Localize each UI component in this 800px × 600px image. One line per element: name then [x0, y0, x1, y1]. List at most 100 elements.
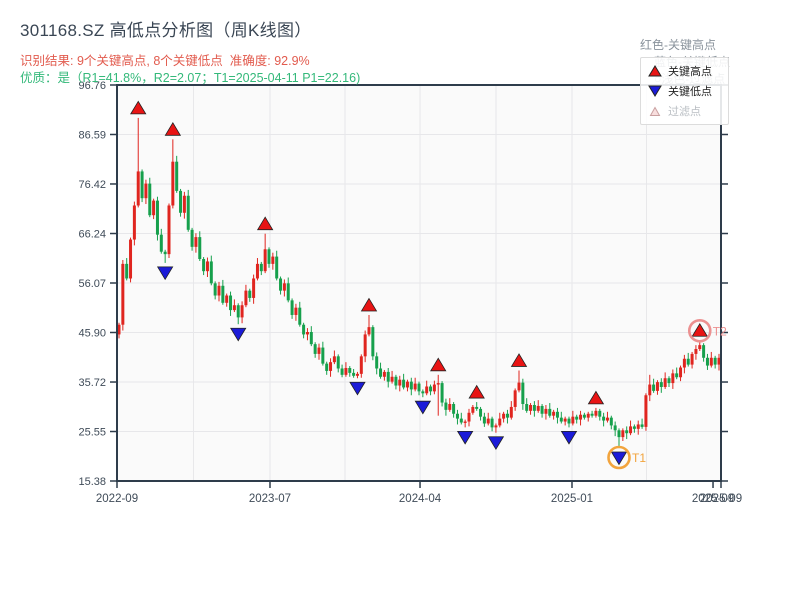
- candle-body: [548, 408, 552, 416]
- candle-body: [413, 383, 417, 390]
- candle-body: [475, 406, 479, 409]
- annotation-circle-t2: [687, 318, 712, 343]
- candle-body: [140, 171, 144, 199]
- candle-body: [348, 368, 352, 373]
- candle-body: [521, 382, 525, 405]
- candle-body: [259, 263, 263, 272]
- candle-body: [709, 357, 713, 366]
- candle-body: [567, 418, 571, 424]
- candle-body: [205, 261, 209, 272]
- candle-body: [686, 358, 690, 365]
- candle-body: [529, 404, 533, 411]
- candle-body: [559, 417, 563, 422]
- candle-body: [702, 345, 706, 358]
- y-axis-label: 76.42: [78, 179, 106, 191]
- candle-body: [498, 418, 502, 426]
- candle-body: [575, 416, 579, 420]
- candle-body: [198, 237, 202, 260]
- key-high-marker: [164, 122, 182, 136]
- candle-body: [271, 256, 275, 264]
- candle-body: [371, 327, 375, 357]
- candle-body: [321, 347, 325, 364]
- candle-body: [175, 161, 179, 191]
- recognition-result: 识别结果: 9个关键高点, 8个关键低点 准确度: 92.9%: [20, 54, 310, 68]
- key-low-triangle-icon: [648, 85, 662, 97]
- y-axis-label: 25.55: [78, 427, 106, 439]
- candle-body: [609, 417, 613, 426]
- candle-body: [221, 285, 225, 303]
- candle-body: [525, 404, 529, 411]
- y-axis-label: 66.24: [78, 229, 106, 241]
- key-low-marker: [560, 430, 578, 445]
- key-low-marker: [487, 436, 505, 451]
- candle-body: [479, 408, 483, 417]
- candle-body: [509, 406, 513, 418]
- candle-body: [540, 405, 544, 414]
- key-low-marker: [156, 266, 174, 281]
- candle-body: [421, 391, 425, 394]
- candle-body: [132, 205, 136, 240]
- candle-body: [294, 307, 298, 315]
- x-axis-label: 2022-09: [96, 493, 138, 505]
- candle-body: [255, 263, 259, 279]
- candle-body: [340, 368, 344, 375]
- candle-body: [644, 395, 648, 427]
- legend-label: 过滤点: [668, 106, 701, 118]
- x-axis-label: 2025-09: [692, 493, 734, 505]
- candle-body: [536, 405, 540, 411]
- candle-body: [698, 345, 702, 350]
- candle-body: [632, 426, 636, 429]
- candle-body: [144, 183, 148, 199]
- candle-body: [398, 379, 402, 386]
- page-title: 301168.SZ 高低点分析图（周K线图）: [20, 21, 312, 40]
- candle-body: [482, 416, 486, 424]
- candle-body: [652, 384, 656, 391]
- candle-body: [213, 283, 217, 296]
- candle-body: [425, 386, 429, 394]
- candle-body: [190, 229, 194, 247]
- candle-body: [194, 237, 198, 247]
- candle-body: [313, 344, 317, 354]
- candle-body: [675, 373, 679, 378]
- y-axis-label: 35.72: [78, 377, 106, 389]
- candle-body: [309, 332, 313, 345]
- key-low-marker: [349, 381, 366, 396]
- candle-body: [179, 190, 183, 213]
- candle-body: [625, 430, 629, 434]
- candle-body: [571, 416, 575, 424]
- candle-body: [136, 171, 140, 206]
- candle-body: [621, 430, 625, 438]
- key-low-marker: [456, 430, 474, 445]
- candle-body: [655, 382, 659, 391]
- candle-body: [605, 417, 609, 421]
- candle-body: [452, 404, 456, 414]
- key-low-marker: [230, 327, 247, 342]
- chart-legend: 关键高点 关键低点 过滤点: [640, 57, 729, 125]
- candle-body: [713, 357, 717, 365]
- candle-body: [629, 426, 633, 434]
- candle-body: [405, 381, 409, 388]
- candle-body: [467, 412, 471, 422]
- candle-body: [282, 283, 286, 291]
- candle-body: [563, 418, 567, 422]
- candle-body: [186, 195, 190, 230]
- key-high-marker: [587, 390, 605, 405]
- candle-body: [329, 362, 333, 371]
- candle-body: [117, 324, 121, 335]
- candle-body: [332, 356, 336, 363]
- candle-body: [394, 376, 398, 386]
- candle-body: [617, 430, 621, 438]
- candle-body: [336, 356, 340, 369]
- key-low-marker: [610, 451, 628, 466]
- key-high-marker: [256, 216, 274, 231]
- candle-body: [167, 205, 171, 255]
- candle-body: [240, 305, 244, 318]
- key-high-marker: [130, 100, 147, 115]
- candle-body: [490, 418, 494, 428]
- candle-body: [267, 249, 271, 264]
- x-axis-label: 2025-09: [700, 493, 742, 505]
- candle-body: [225, 295, 229, 303]
- candle-body: [694, 349, 698, 354]
- candle-body: [286, 283, 290, 301]
